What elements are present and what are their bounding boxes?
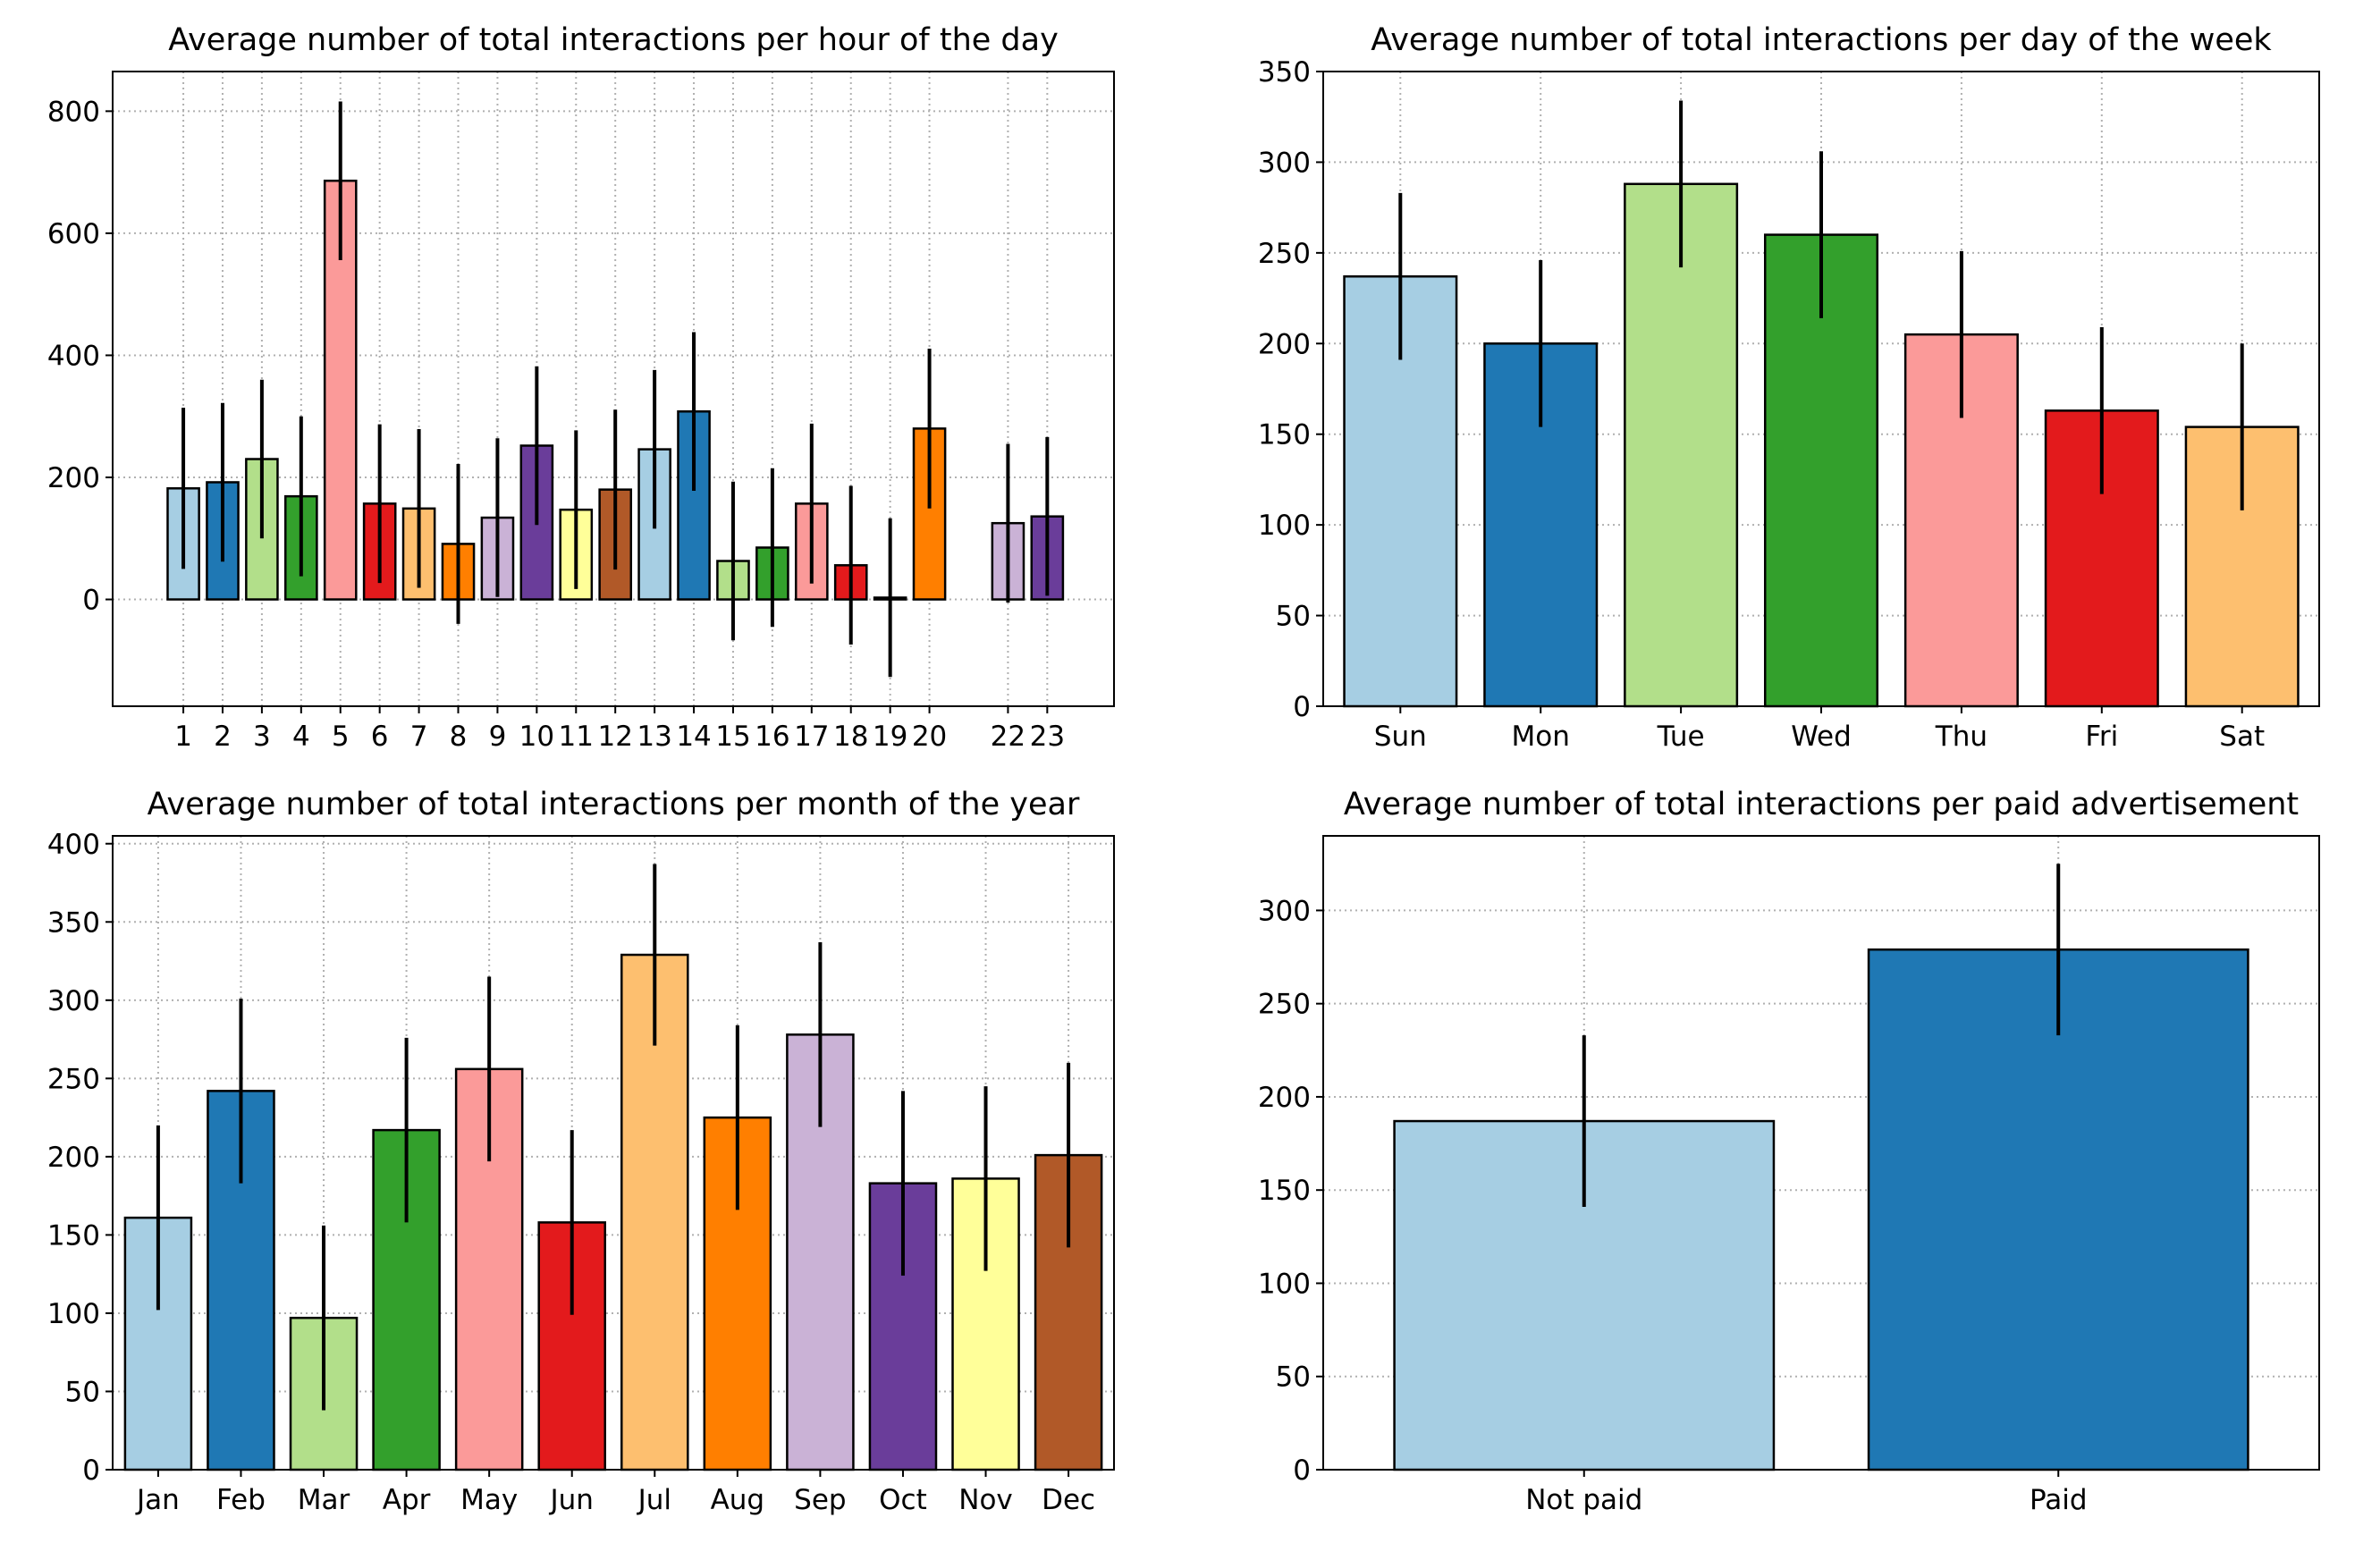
x-tick-label: Dec [1042, 1484, 1095, 1516]
y-tick-label: 400 [47, 829, 100, 861]
x-tick-label: 22 [991, 721, 1025, 753]
chart-title: Average number of total interactions per… [1371, 22, 2272, 58]
y-tick-label: 250 [1258, 989, 1311, 1021]
y-tick-label: 300 [1258, 895, 1311, 927]
y-tick-label: 350 [47, 906, 100, 939]
chart-title: Average number of total interactions per… [148, 787, 1080, 822]
x-tick-label: Sep [794, 1484, 846, 1516]
x-tick-label: 7 [410, 721, 428, 753]
y-tick-label: 100 [1258, 1268, 1311, 1300]
x-tick-label: 4 [292, 721, 310, 753]
x-tick-label: Mar [298, 1484, 350, 1516]
y-tick-label: 200 [1258, 328, 1311, 360]
x-tick-label: Jan [135, 1484, 180, 1516]
x-tick-label: Aug [711, 1484, 765, 1516]
x-tick-label: 12 [597, 721, 632, 753]
y-tick-label: 200 [1258, 1082, 1311, 1114]
x-tick-label: Thu [1935, 721, 1988, 753]
y-tick-label: 100 [47, 1298, 100, 1330]
y-tick-label: 50 [65, 1376, 100, 1408]
y-tick-label: 0 [82, 585, 100, 617]
y-tick-label: 50 [1276, 1362, 1311, 1394]
y-tick-label: 400 [47, 340, 100, 372]
chart-title: Average number of total interactions per… [168, 22, 1059, 58]
x-tick-label: Tue [1657, 721, 1705, 753]
x-tick-label: Apr [383, 1484, 431, 1516]
x-tick-label: Wed [1791, 721, 1852, 753]
y-tick-label: 600 [47, 218, 100, 250]
y-tick-label: 300 [1258, 147, 1311, 179]
y-tick-label: 200 [47, 1142, 100, 1174]
x-tick-label: 6 [371, 721, 389, 753]
x-tick-label: Nov [958, 1484, 1013, 1516]
y-tick-label: 150 [1258, 1175, 1311, 1207]
y-tick-label: 800 [47, 96, 100, 128]
x-tick-label: 16 [755, 721, 789, 753]
x-tick-label: 23 [1030, 721, 1065, 753]
x-tick-label: 20 [912, 721, 947, 753]
bar [1867, 948, 2249, 1471]
x-tick-label: Sat [2219, 721, 2265, 753]
x-tick-label: 8 [450, 721, 468, 753]
x-tick-label: 18 [833, 721, 868, 753]
x-tick-label: Jul [637, 1484, 671, 1516]
x-tick-label: Feb [216, 1484, 266, 1516]
x-tick-label: Oct [879, 1484, 927, 1516]
y-tick-label: 0 [82, 1454, 100, 1487]
x-tick-label: Jun [549, 1484, 594, 1516]
x-tick-label: 11 [559, 721, 594, 753]
x-tick-label: Mon [1512, 721, 1570, 753]
y-tick-label: 0 [1293, 1454, 1311, 1487]
x-tick-label: May [460, 1484, 518, 1516]
chart-month-of-year: Average number of total interactions per… [47, 787, 1115, 1516]
bar [1624, 182, 1739, 708]
y-tick-label: 200 [47, 462, 100, 494]
y-tick-label: 100 [1258, 510, 1311, 542]
axes-frame [112, 835, 1115, 1471]
chart-day-of-week: Average number of total interactions per… [1258, 22, 2320, 753]
x-tick-label: 9 [489, 721, 507, 753]
x-tick-label: Sun [1374, 721, 1427, 753]
x-tick-label: 5 [332, 721, 350, 753]
chart-title: Average number of total interactions per… [1344, 787, 2299, 822]
x-tick-label: 1 [174, 721, 192, 753]
x-tick-label: 10 [519, 721, 554, 753]
x-tick-label: 17 [794, 721, 829, 753]
x-tick-label: 2 [214, 721, 232, 753]
x-tick-label: 15 [715, 721, 750, 753]
y-tick-label: 150 [47, 1219, 100, 1252]
axes-frame [1322, 835, 2320, 1471]
x-tick-label: Fri [2085, 721, 2118, 753]
y-tick-label: 150 [1258, 419, 1311, 451]
y-tick-label: 300 [47, 985, 100, 1017]
y-tick-label: 250 [47, 1063, 100, 1095]
y-tick-label: 250 [1258, 238, 1311, 270]
x-tick-label: 13 [637, 721, 671, 753]
x-tick-label: 3 [253, 721, 271, 753]
x-tick-label: Paid [2030, 1484, 2088, 1516]
bar [703, 1116, 772, 1471]
x-tick-label: 19 [873, 721, 907, 753]
chart-hour-of-day: Average number of total interactions per… [47, 22, 1115, 753]
y-tick-label: 350 [1258, 56, 1311, 89]
axes-frame [112, 71, 1115, 707]
x-tick-label: 14 [676, 721, 711, 753]
x-tick-label: Not paid [1525, 1484, 1642, 1516]
y-tick-label: 0 [1293, 691, 1311, 723]
y-tick-label: 50 [1276, 601, 1311, 633]
chart-paid-advertisement: Average number of total interactions per… [1258, 787, 2320, 1516]
